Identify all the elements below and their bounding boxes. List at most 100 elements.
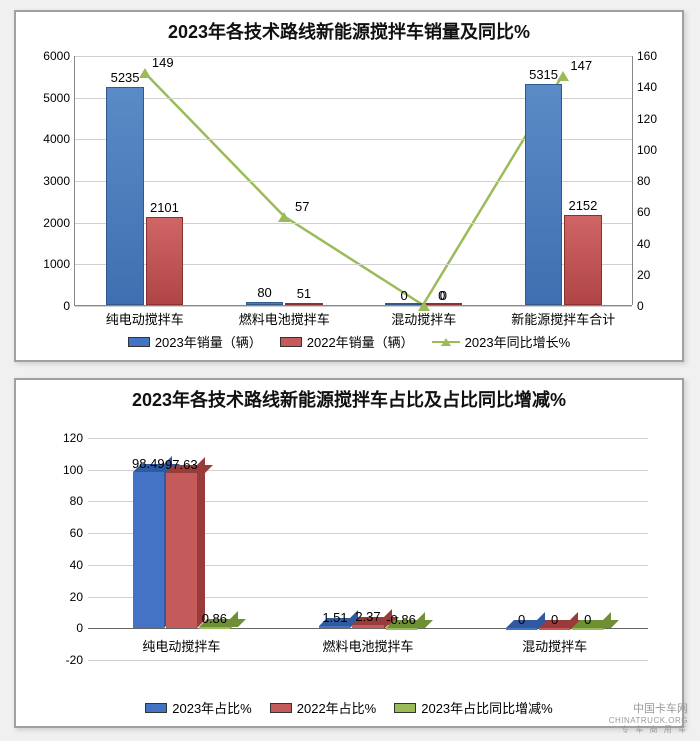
yoy-line <box>145 73 562 305</box>
legend-2022-sales: 2022年销量（辆） <box>280 332 414 351</box>
bar-value-label: 51 <box>297 286 311 301</box>
x-tick: 燃料电池搅拌车 <box>322 628 413 655</box>
x-tick: 混动搅拌车 <box>522 628 587 655</box>
bar-2022 <box>146 217 183 305</box>
swatch-blue <box>145 703 167 713</box>
watermark-line: 中国卡车网 <box>609 703 688 716</box>
y-left-tick: 4000 <box>43 132 75 146</box>
bar-value-label: 5235 <box>111 70 140 85</box>
line-value-label: 57 <box>295 199 309 214</box>
bar-s2022 <box>166 473 197 628</box>
bar-value-label: 5315 <box>529 67 558 82</box>
x-tick: 纯电动搅拌车 <box>106 305 184 328</box>
line-marker <box>418 301 430 311</box>
line-marker <box>139 68 151 78</box>
gridline <box>88 660 648 661</box>
y-tick: -20 <box>66 653 88 667</box>
bar-2023 <box>106 87 143 305</box>
watermark-line: 专 车 商 用 车 <box>609 725 688 735</box>
y-right-tick: 140 <box>632 80 657 94</box>
line-value-label: 147 <box>570 58 592 73</box>
bar-2023 <box>246 302 283 305</box>
y-tick: 80 <box>70 494 88 508</box>
bar-value-label: 0 <box>584 612 591 627</box>
legend-2023-sales: 2023年销量（辆） <box>128 332 262 351</box>
bar-diff <box>386 628 417 630</box>
swatch-blue <box>128 337 150 347</box>
bar-2022 <box>285 303 322 305</box>
sales-yoy-chart: 2023年各技术路线新能源搅拌车销量及同比% 01000200030004000… <box>14 10 684 362</box>
y-tick: 0 <box>76 621 88 635</box>
y-left-tick: 3000 <box>43 174 75 188</box>
bar-value-label: 2101 <box>150 200 179 215</box>
bar-2022 <box>564 215 601 305</box>
chart2-plot: -20020406080100120纯电动搅拌车98.4997.630.86燃料… <box>88 438 648 660</box>
legend-2022-share: 2022年占比% <box>270 698 376 717</box>
y-right-tick: 80 <box>632 174 650 188</box>
chart1-legend: 2023年销量（辆） 2022年销量（辆） 2023年同比增长% <box>16 332 682 351</box>
bar-value-label: 0 <box>518 612 525 627</box>
y-tick: 20 <box>70 590 88 604</box>
bar-value-label: 1.51 <box>322 610 347 625</box>
watermark: 中国卡车网 CHINATRUCK.ORG 专 车 商 用 车 <box>609 703 688 735</box>
bar-2023 <box>525 84 562 305</box>
y-left-tick: 0 <box>63 299 75 313</box>
y-right-tick: 20 <box>632 268 650 282</box>
legend-label: 2023年同比增长% <box>465 332 570 351</box>
x-tick: 燃料电池搅拌车 <box>239 305 330 328</box>
swatch-red <box>280 337 302 347</box>
line-value-label: 149 <box>152 55 174 70</box>
bar-value-label: 98.49 <box>132 456 165 471</box>
chart2-title: 2023年各技术路线新能源搅拌车占比及占比同比增减% <box>16 380 682 412</box>
y-tick: 100 <box>63 463 88 477</box>
bar-value-label: -0.86 <box>386 612 416 627</box>
bar-value-label: 2.37 <box>355 609 380 624</box>
bar-diff <box>199 627 230 629</box>
bar-value-label: 0 <box>551 612 558 627</box>
y-tick: 40 <box>70 558 88 572</box>
swatch-green <box>394 703 416 713</box>
bar-value-label: 97.63 <box>165 457 198 472</box>
x-tick: 新能源搅拌车合计 <box>511 305 615 328</box>
bar-s2023 <box>133 472 164 628</box>
chart1-title: 2023年各技术路线新能源搅拌车销量及同比% <box>16 12 682 44</box>
y-right-tick: 160 <box>632 49 657 63</box>
y-tick: 60 <box>70 526 88 540</box>
y-right-tick: 120 <box>632 112 657 126</box>
bar-value-label: 0.86 <box>202 611 227 626</box>
bar-s2023 <box>319 626 350 628</box>
legend-label: 2022年占比% <box>297 698 376 717</box>
y-right-tick: 100 <box>632 143 657 157</box>
bar-s2022 <box>539 628 570 630</box>
legend-label: 2023年占比% <box>172 698 251 717</box>
legend-label: 2022年销量（辆） <box>307 332 414 351</box>
swatch-line <box>432 341 460 343</box>
chart1-plot: 0100020003000400050006000020406080100120… <box>74 56 632 306</box>
bar-2022 <box>425 303 462 305</box>
line-marker <box>557 71 569 81</box>
legend-label: 2023年销量（辆） <box>155 332 262 351</box>
swatch-red <box>270 703 292 713</box>
y-left-tick: 5000 <box>43 91 75 105</box>
legend-share-diff: 2023年占比同比增减% <box>394 698 552 717</box>
y-left-tick: 1000 <box>43 257 75 271</box>
legend-2023-share: 2023年占比% <box>145 698 251 717</box>
bar-value-label: 2152 <box>568 198 597 213</box>
y-right-tick: 0 <box>632 299 644 313</box>
share-yoy-chart: 2023年各技术路线新能源搅拌车占比及占比同比增减% -20 0 20 40 60 80 1… <box>14 378 684 728</box>
watermark-line: CHINATRUCK.ORG <box>609 716 688 726</box>
bar-value-label: 80 <box>257 285 271 300</box>
y-left-tick: 6000 <box>43 49 75 63</box>
chart2-legend: 2023年占比% 2022年占比% 2023年占比同比增减% <box>16 698 682 717</box>
bar-diff <box>572 628 603 630</box>
y-right-tick: 60 <box>632 205 650 219</box>
bar-s2022 <box>352 625 383 629</box>
legend-yoy-line: 2023年同比增长% <box>432 332 570 351</box>
gridline <box>88 438 648 439</box>
x-tick: 纯电动搅拌车 <box>142 628 220 655</box>
legend-label: 2023年占比同比增减% <box>421 698 552 717</box>
bar-s2023 <box>506 628 537 630</box>
line-marker <box>278 212 290 222</box>
y-left-tick: 2000 <box>43 216 75 230</box>
y-right-tick: 40 <box>632 237 650 251</box>
